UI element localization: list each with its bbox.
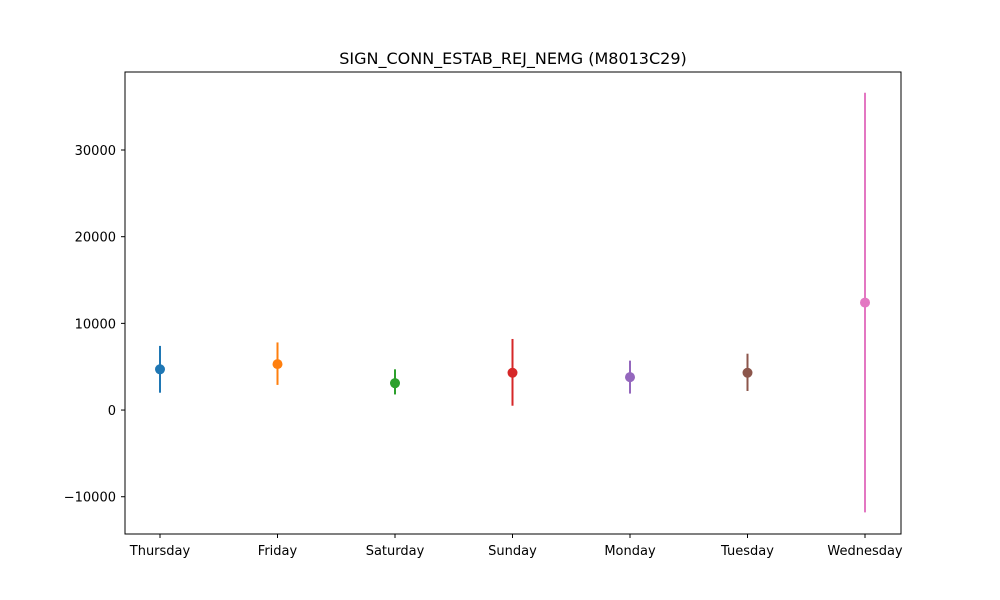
plot-frame xyxy=(124,71,902,535)
y-tick-label: −10000 xyxy=(64,491,116,506)
y-tick-label: 20000 xyxy=(75,231,116,246)
x-tick-label: Thursday xyxy=(129,544,191,559)
x-tick-label: Monday xyxy=(604,544,656,559)
point-friday xyxy=(272,359,283,370)
y-tick-label: 10000 xyxy=(75,317,116,332)
x-tick-label: Saturday xyxy=(366,544,425,559)
x-tick-label: Friday xyxy=(258,544,298,559)
y-tick-label: 0 xyxy=(108,404,116,419)
y-axis: −10000 0 10000 20000 30000 xyxy=(64,144,125,506)
chart-title: SIGN_CONN_ESTAB_REJ_NEMG (M8013C29) xyxy=(339,49,687,69)
y-tick-label: 30000 xyxy=(75,144,116,159)
point-monday xyxy=(625,372,635,383)
point-sunday xyxy=(507,367,518,378)
x-tick-label: Wednesday xyxy=(827,544,903,559)
point-tuesday xyxy=(742,367,753,378)
x-axis: Thursday Friday Saturday Sunday Monday Tuesda… xyxy=(129,534,903,559)
point-thursday xyxy=(155,364,165,375)
x-tick-label: Tuesday xyxy=(720,544,774,559)
plot-area xyxy=(155,92,870,513)
point-saturday xyxy=(390,378,400,389)
x-tick-label: Sunday xyxy=(488,544,537,559)
point-wednesday xyxy=(860,297,870,308)
